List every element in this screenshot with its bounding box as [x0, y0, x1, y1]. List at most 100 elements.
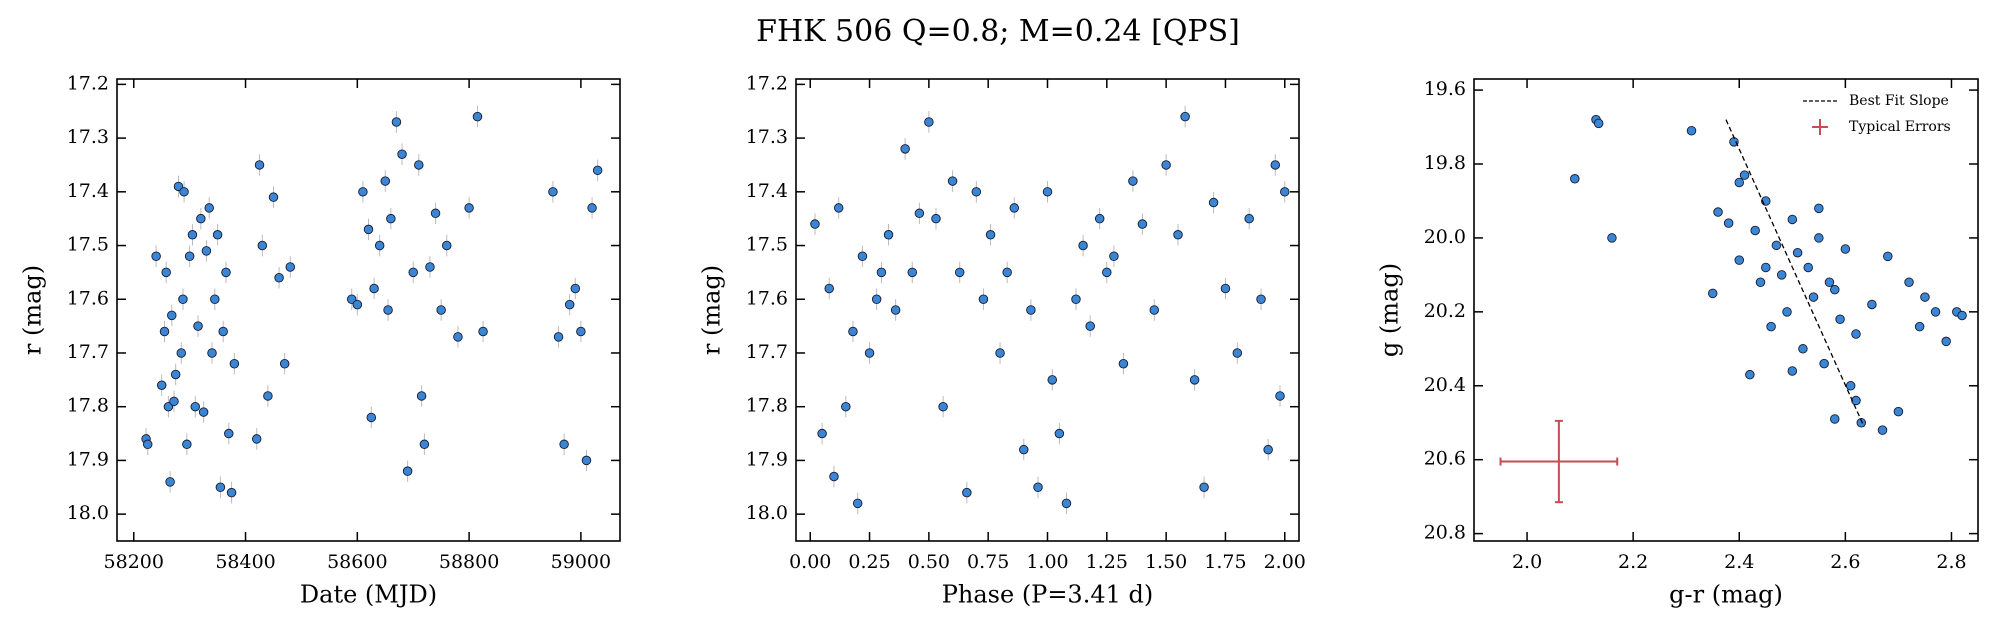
y-tick-label: 19.8: [1424, 152, 1466, 174]
y-tick-label: 20.4: [1424, 374, 1466, 396]
y-tick-label: 17.3: [746, 126, 788, 148]
y-tick-label: 17.7: [67, 341, 109, 363]
data-point: [1750, 225, 1760, 236]
data-point: [1914, 321, 1925, 332]
data-point: [1280, 187, 1290, 197]
data-point: [1877, 425, 1888, 435]
data-point: [1824, 277, 1835, 288]
data-point: [369, 283, 379, 294]
data-point: [1026, 305, 1036, 315]
data-point: [1830, 414, 1840, 424]
data-point: [1883, 251, 1893, 262]
data-point: [226, 487, 237, 498]
data-point: [1256, 294, 1266, 305]
data-point: [274, 273, 284, 283]
data-point: [408, 267, 418, 278]
data-point: [1137, 219, 1148, 229]
data-point: [1830, 284, 1840, 295]
data-point: [179, 187, 189, 197]
data-point: [1189, 375, 1200, 385]
legend-label: Best Fit Slope: [1849, 93, 1949, 109]
data-point: [553, 332, 564, 342]
data-point: [176, 348, 187, 358]
data-point: [1755, 277, 1766, 288]
data-point: [363, 224, 374, 235]
data-point: [1232, 348, 1243, 358]
data-point: [931, 213, 941, 224]
data-point: [1745, 369, 1755, 380]
data-point: [1118, 358, 1129, 369]
y-tick-label: 17.5: [67, 234, 109, 256]
data-point: [1814, 203, 1824, 214]
data-point: [548, 187, 558, 197]
data-point: [464, 203, 474, 213]
data-point: [1920, 292, 1930, 302]
data-point: [142, 439, 153, 450]
data-point: [833, 203, 844, 213]
data-point: [204, 203, 214, 213]
y-tick-label: 20.0: [1424, 226, 1466, 248]
data-point: [425, 262, 435, 272]
x-tick-label: 0.00: [789, 551, 831, 573]
data-point: [1270, 160, 1281, 170]
y-tick-label: 17.4: [746, 180, 788, 202]
x-axis-label: Phase (P=3.41 d): [942, 581, 1153, 609]
data-point: [184, 251, 195, 262]
data-point: [251, 434, 262, 444]
data-point: [212, 230, 223, 240]
x-tick-label: 0.50: [908, 551, 950, 573]
data-point: [254, 160, 265, 170]
data-point: [207, 348, 217, 358]
data-point: [402, 466, 413, 476]
data-point: [430, 208, 441, 219]
data-point: [263, 391, 273, 401]
x-tick-label: 0.75: [967, 551, 1009, 573]
data-point: [1009, 203, 1020, 213]
data-point: [170, 369, 181, 380]
data-point: [1199, 482, 1209, 493]
data-point: [1739, 170, 1750, 180]
data-point: [167, 310, 177, 321]
panel: 0.00 0.25 0.50 0.75 1.00 1.25 1.50 1.75 2.00 17.2…: [698, 72, 1306, 608]
data-point: [156, 380, 167, 390]
data-point: [182, 439, 192, 450]
data-point: [985, 230, 996, 240]
y-tick-label: 18.0: [746, 502, 788, 524]
data-point: [1607, 233, 1617, 243]
x-tick-label: 58200: [104, 551, 164, 573]
y-tick-label: 17.8: [746, 395, 788, 417]
data-point: [1094, 213, 1105, 224]
data-point: [1734, 177, 1745, 188]
data-point: [1723, 218, 1734, 228]
y-tick-label: 17.5: [746, 234, 788, 256]
data-point: [1180, 111, 1190, 122]
y-tick-label: 17.7: [746, 341, 788, 363]
data-point: [1102, 267, 1112, 278]
x-tick-label: 59000: [551, 551, 611, 573]
data-point: [962, 487, 972, 498]
data-point: [1019, 444, 1029, 455]
data-point: [1085, 321, 1095, 331]
x-tick-label: 2.0: [1512, 551, 1542, 573]
data-point: [391, 117, 402, 127]
y-tick-label: 17.6: [746, 287, 788, 309]
data-point: [841, 401, 851, 412]
x-tick-label: 1.75: [1204, 551, 1246, 573]
data-point: [995, 348, 1005, 358]
data-point: [478, 326, 488, 337]
data-point: [829, 471, 839, 482]
data-point: [366, 412, 377, 423]
data-point: [576, 326, 586, 337]
data-point: [196, 213, 206, 224]
data-point: [190, 401, 200, 412]
data-point: [229, 358, 240, 369]
x-tick-label: 2.8: [1936, 551, 1966, 573]
y-tick-label: 17.2: [746, 72, 788, 94]
data-point: [824, 283, 834, 294]
data-point: [1840, 244, 1851, 254]
y-tick-label: 17.9: [746, 448, 788, 470]
data-point: [187, 230, 198, 240]
data-point: [218, 326, 228, 337]
data-point: [383, 305, 393, 315]
